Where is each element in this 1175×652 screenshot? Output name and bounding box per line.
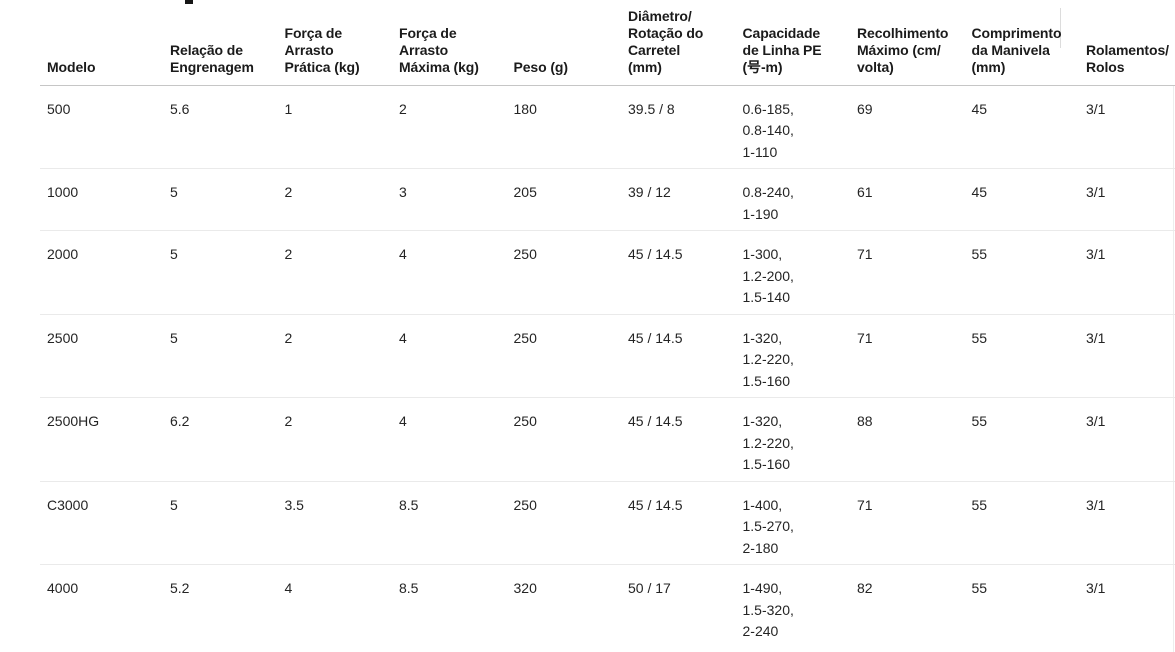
column-header-forca-arrasto-maxima: Força de Arrasto Máxima (kg) bbox=[392, 0, 507, 86]
cell-diametro-rotacao: 45 / 14.5 bbox=[621, 230, 736, 315]
column-header-relacao-engrenagem: Relação de Engrenagem bbox=[163, 0, 278, 86]
column-header-comprimento-manivela: Comprimento da Manivela (mm) bbox=[964, 0, 1079, 86]
cell-relacao: 5.6 bbox=[163, 85, 278, 169]
cell-rolamentos: 3/1 bbox=[1079, 397, 1175, 482]
cell-relacao: 5.2 bbox=[170, 580, 190, 596]
cell-comprimento-manivela: 45 bbox=[964, 85, 1079, 169]
cell-modelo: 500 bbox=[40, 85, 163, 169]
cell-rolamentos: 3/1 bbox=[1079, 85, 1175, 169]
cell-peso: 250 bbox=[506, 481, 621, 565]
table-row-2000: 2000 5 2 4 250 45 / 14.5 1-300, 1.2-200,… bbox=[40, 230, 1175, 315]
cell-arrasto-pratica: 2 bbox=[277, 168, 392, 231]
cell-diametro-rotacao: 45 / 14.5 bbox=[621, 397, 736, 482]
cell-diametro-rotacao: 45 / 14.5 bbox=[621, 481, 736, 565]
cell-capacidade-linha: 1-320, 1.2-220, 1.5-160 bbox=[735, 397, 850, 482]
column-header-recolhimento-maximo: Recolhimento Máximo (cm/ volta) bbox=[850, 0, 965, 86]
cell-capacidade-linha: 1-400, 1.5-270, 2-180 bbox=[735, 481, 850, 565]
cell-recolhimento: 88 bbox=[850, 397, 965, 482]
cell-recolhimento: 61 bbox=[850, 168, 965, 231]
cell-comprimento-manivela: 55 bbox=[964, 314, 1079, 398]
cell-arrasto-maxima: 4 bbox=[392, 230, 507, 315]
cell-relacao: 5 bbox=[163, 168, 278, 231]
cell-diametro-rotacao: 50 / 17 bbox=[628, 580, 671, 596]
column-header-diametro-rotacao-carretel: Diâmetro/ Rotação do Carretel (mm) bbox=[621, 0, 736, 86]
table-row-c3000: C3000 5 3.5 8.5 250 45 / 14.5 1-400, 1.5… bbox=[40, 481, 1175, 565]
cell-relacao: 5 bbox=[163, 314, 278, 398]
cell-recolhimento: 69 bbox=[850, 85, 965, 169]
cell-arrasto-maxima: 3 bbox=[392, 168, 507, 231]
cell-modelo: 4000 bbox=[47, 580, 79, 596]
cell-arrasto-maxima: 4 bbox=[392, 314, 507, 398]
table-row-1000: 1000 5 2 3 205 39 / 12 0.8-240, 1-190 61… bbox=[40, 168, 1175, 231]
cell-arrasto-pratica: 1 bbox=[277, 85, 392, 169]
cell-modelo: 2000 bbox=[40, 230, 163, 315]
cell-comprimento-manivela: 55 bbox=[964, 230, 1079, 315]
cell-relacao: 6.2 bbox=[163, 397, 278, 482]
cell-arrasto-pratica: 2 bbox=[277, 397, 392, 482]
cell-rolamentos: 3/1 bbox=[1079, 314, 1175, 398]
column-header-rolamentos-rolos: Rolamentos/ Rolos bbox=[1079, 0, 1175, 86]
table-row-2500: 2500 5 2 4 250 45 / 14.5 1-320, 1.2-220,… bbox=[40, 314, 1175, 398]
cell-arrasto-maxima: 2 bbox=[392, 85, 507, 169]
specs-table: Modelo Relação de Engrenagem Força de Ar… bbox=[40, 0, 1175, 648]
cell-rolamentos: 3/1 bbox=[1079, 168, 1175, 231]
cell-peso: 250 bbox=[506, 314, 621, 398]
cell-rolamentos: 3/1 bbox=[1079, 230, 1175, 315]
cell-comprimento-manivela: 55 bbox=[964, 481, 1079, 565]
cell-modelo: 2500HG bbox=[40, 397, 163, 482]
cell-modelo: 2500 bbox=[40, 314, 163, 398]
column-header-forca-arrasto-pratica: Força de Arrasto Prática (kg) bbox=[277, 0, 392, 86]
cell-modelo: C3000 bbox=[40, 481, 163, 565]
cell-arrasto-maxima: 8.5 bbox=[399, 580, 419, 596]
cell-rolamentos: 3/1 bbox=[1079, 481, 1175, 565]
header-row: Modelo Relação de Engrenagem Força de Ar… bbox=[40, 0, 1175, 86]
cell-diametro-rotacao: 39.5 / 8 bbox=[621, 85, 736, 169]
cell-peso: 205 bbox=[506, 168, 621, 231]
cell-recolhimento: 71 bbox=[850, 230, 965, 315]
cell-arrasto-pratica: 2 bbox=[277, 314, 392, 398]
table-row-2500hg: 2500HG 6.2 2 4 250 45 / 14.5 1-320, 1.2-… bbox=[40, 397, 1175, 482]
cell-arrasto-pratica: 3.5 bbox=[277, 481, 392, 565]
cell-arrasto-maxima: 4 bbox=[392, 397, 507, 482]
cell-peso: 180 bbox=[506, 85, 621, 169]
cell-comprimento-manivela: 55 bbox=[964, 397, 1079, 482]
table-row-4000: 4000 5.2 4 8.5 320 50 / 17 1-490, 1.5-32… bbox=[40, 565, 1175, 648]
cell-arrasto-maxima: 8.5 bbox=[392, 481, 507, 565]
cell-peso: 250 bbox=[506, 397, 621, 482]
cell-peso: 320 bbox=[513, 580, 537, 596]
cell-relacao: 5 bbox=[163, 230, 278, 315]
cell-diametro-rotacao: 45 / 14.5 bbox=[621, 314, 736, 398]
cell-relacao: 5 bbox=[163, 481, 278, 565]
table-row-500: 500 5.6 1 2 180 39.5 / 8 0.6-185, 0.8-14… bbox=[40, 85, 1175, 169]
cell-capacidade-linha: 0.8-240, 1-190 bbox=[735, 168, 850, 231]
cell-peso: 250 bbox=[506, 230, 621, 315]
cell-recolhimento: 82 bbox=[857, 580, 873, 596]
column-header-modelo: Modelo bbox=[40, 0, 163, 86]
column-header-peso: Peso (g) bbox=[506, 0, 621, 86]
cell-capacidade-linha: 1-490, 1.5-320, 2-240 bbox=[742, 580, 794, 639]
cell-modelo: 1000 bbox=[40, 168, 163, 231]
specs-table-container: Modelo Relação de Engrenagem Força de Ar… bbox=[40, 0, 1175, 652]
cell-rolamentos: 3/1 bbox=[1086, 580, 1106, 596]
cell-comprimento-manivela: 55 bbox=[971, 580, 988, 596]
cell-capacidade-linha: 1-320, 1.2-220, 1.5-160 bbox=[735, 314, 850, 398]
cell-arrasto-pratica: 4 bbox=[284, 580, 293, 596]
cell-arrasto-pratica: 2 bbox=[277, 230, 392, 315]
cell-diametro-rotacao: 39 / 12 bbox=[621, 168, 736, 231]
cell-capacidade-linha: 0.6-185, 0.8-140, 1-110 bbox=[735, 85, 850, 169]
column-header-capacidade-linha-pe: Capacidade de Linha PE (号-m) bbox=[735, 0, 850, 86]
cell-recolhimento: 71 bbox=[850, 481, 965, 565]
cell-recolhimento: 71 bbox=[850, 314, 965, 398]
cell-comprimento-manivela: 45 bbox=[964, 168, 1079, 231]
cell-capacidade-linha: 1-300, 1.2-200, 1.5-140 bbox=[735, 230, 850, 315]
